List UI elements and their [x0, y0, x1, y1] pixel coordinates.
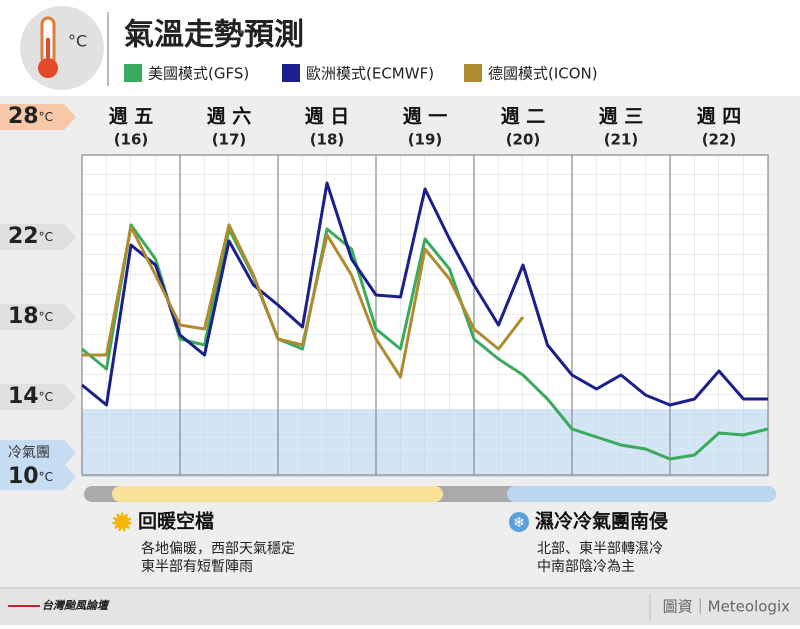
day-date: (18) — [310, 131, 345, 149]
day-name: 週 四 — [697, 106, 742, 128]
day-date: (19) — [408, 131, 443, 149]
annotation-line: 各地偏暖，西部天氣穩定 — [141, 541, 295, 557]
sun-icon — [112, 512, 132, 532]
series-line — [81, 223, 769, 461]
y-tick-tag — [0, 384, 76, 410]
day-date: (16) — [114, 131, 149, 149]
y-tick-tag — [0, 224, 76, 250]
annotation-line: 中南部陰冷為主 — [537, 559, 635, 575]
source: 圖資｜Meteologix — [663, 598, 790, 616]
series-line — [82, 223, 525, 379]
day-date: (20) — [506, 131, 541, 149]
cold-air-tag — [0, 440, 76, 466]
y-tick-value: 22 — [8, 224, 39, 249]
annotation-line: 北部、東半部轉濕冷 — [537, 541, 663, 557]
y-tick-unit: °C — [39, 470, 53, 484]
legend-label: 歐洲模式(ECMWF) — [306, 65, 434, 83]
cold-air-label: 冷氣團 — [8, 445, 50, 461]
series-line — [81, 181, 768, 407]
y-tick-label: 14°C — [8, 384, 53, 409]
legend-label: 德國模式(ICON) — [488, 65, 598, 83]
chart-title: 氣溫走勢預測 — [124, 18, 304, 53]
day-name: 週 三 — [599, 106, 644, 128]
icon-circle — [20, 6, 104, 90]
thermometer-bulb — [38, 58, 58, 78]
y-tick-unit: °C — [39, 310, 53, 324]
footer — [0, 589, 800, 625]
snow-icon — [509, 512, 529, 532]
cold-air-band — [82, 409, 768, 477]
y-tick-label: 18°C — [8, 304, 53, 329]
legend-swatch — [124, 64, 142, 82]
thermometer-fill — [46, 38, 50, 64]
legend-swatch — [464, 64, 482, 82]
snow-glyph: ❄ — [513, 515, 525, 531]
day-name: 週 六 — [207, 105, 252, 128]
brand: 台灣颱風論壇 — [42, 599, 110, 612]
y-tick-label: 22°C — [8, 224, 53, 249]
y-tick-unit: °C — [39, 230, 53, 244]
y-tick-unit: °C — [39, 110, 53, 124]
annotation-title: 回暖空檔 — [138, 510, 214, 533]
y-tick-value: 18 — [8, 304, 39, 329]
day-name: 週 二 — [501, 106, 546, 128]
icon-c: °C — [68, 32, 87, 51]
y-tick-value: 14 — [8, 384, 39, 409]
y-tick-label: 10°C — [8, 464, 53, 489]
y-tick-tag — [0, 464, 76, 490]
cold-period — [507, 486, 776, 502]
y-tick-tag — [0, 104, 76, 130]
day-name: 週 日 — [305, 106, 350, 128]
day-name: 週 一 — [403, 106, 448, 128]
y-tick-tag — [0, 304, 76, 330]
annotation-title: 濕冷冷氣團南侵 — [535, 510, 668, 533]
day-name: 週 五 — [109, 106, 154, 128]
annotation-line: 東半部有短暫陣雨 — [141, 559, 253, 575]
y-tick-unit: °C — [39, 390, 53, 404]
day-date: (17) — [212, 131, 247, 149]
day-date: (21) — [604, 131, 639, 149]
y-tick-label: 28°C — [8, 104, 53, 129]
plot-border — [81, 154, 769, 476]
legend-swatch — [282, 64, 300, 82]
day-date: (22) — [702, 131, 737, 149]
y-tick-value: 28 — [8, 104, 39, 129]
warm-period — [112, 486, 443, 502]
legend-label: 美國模式(GFS) — [148, 65, 249, 83]
y-tick-value: 10 — [8, 464, 39, 489]
